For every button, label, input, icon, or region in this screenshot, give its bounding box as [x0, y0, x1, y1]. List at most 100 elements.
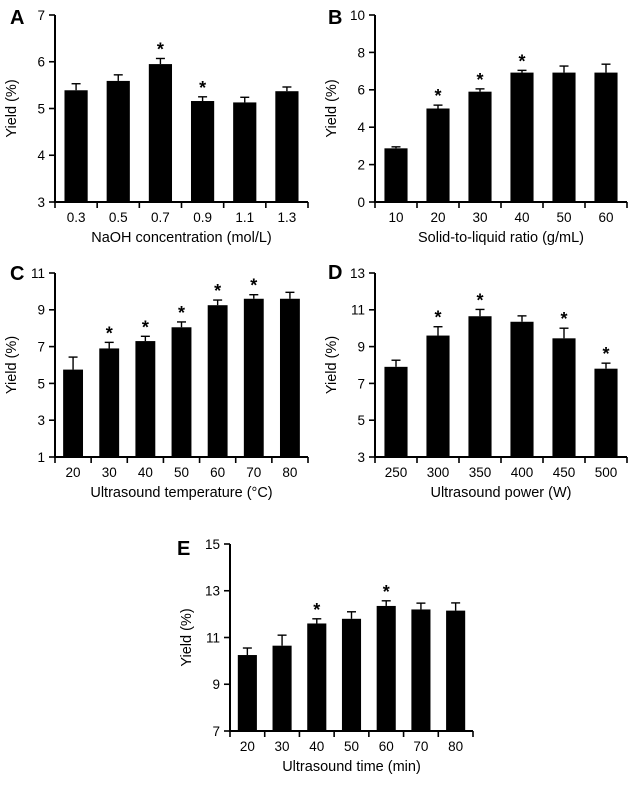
svg-text:NaOH concentration (mol/L): NaOH concentration (mol/L): [91, 230, 272, 246]
svg-text:1: 1: [37, 450, 45, 465]
svg-text:3: 3: [357, 450, 365, 465]
svg-text:9: 9: [37, 303, 45, 318]
panel-E: E 7 9 11 13 15 20 30 40 * 50 60 * 70 80 Ultrasound tim…: [175, 522, 485, 796]
svg-text:Ultrasound time (min): Ultrasound time (min): [282, 759, 421, 775]
svg-text:15: 15: [205, 537, 220, 552]
svg-text:60: 60: [598, 210, 613, 225]
svg-text:20: 20: [240, 739, 255, 754]
panel-letter-A: A: [10, 7, 25, 29]
svg-text:*: *: [142, 317, 149, 337]
bar-chart-solid-to-liquid-ratio: 0 2 4 6 8 10 10 20 * 30 * 40 * 50 60 Solid-to-liquid ra…: [324, 8, 628, 246]
svg-text:0: 0: [357, 195, 365, 210]
svg-text:Yield (%): Yield (%): [179, 608, 195, 666]
panel-A: A 3 4 5 6 7 0.3 0.5 0.7 * 0.9 * 1.1 1.3 NaOH concentr…: [0, 0, 320, 250]
svg-text:*: *: [476, 70, 483, 90]
svg-text:0.3: 0.3: [67, 210, 86, 225]
svg-text:3: 3: [37, 413, 45, 428]
svg-text:20: 20: [430, 210, 445, 225]
svg-text:400: 400: [511, 465, 534, 480]
svg-text:60: 60: [379, 739, 394, 754]
svg-text:2: 2: [357, 157, 365, 172]
svg-text:1.1: 1.1: [235, 210, 254, 225]
svg-text:*: *: [434, 308, 441, 328]
svg-text:9: 9: [212, 677, 220, 692]
svg-text:*: *: [518, 51, 525, 71]
panel-B: B 0 2 4 6 8 10 10 20 * 30 * 40 * 50 60 Solid-to-liquid …: [320, 0, 639, 250]
panel-C: C 1 3 5 7 9 11 20 30 * 40 * 50 * 60 * 70 * 80 Ultrasound t…: [0, 250, 320, 522]
panel-letter-C: C: [10, 263, 25, 285]
svg-text:6: 6: [357, 83, 365, 98]
svg-text:Solid-to-liquid ratio (g/mL): Solid-to-liquid ratio (g/mL): [418, 230, 584, 246]
svg-text:250: 250: [385, 465, 408, 480]
svg-text:70: 70: [246, 465, 261, 480]
svg-text:40: 40: [309, 739, 324, 754]
panel-letter-B: B: [328, 7, 343, 29]
svg-text:Yield (%): Yield (%): [324, 336, 340, 394]
panel-letter-E: E: [177, 538, 191, 560]
svg-text:*: *: [199, 78, 206, 98]
bar-chart-ultrasound-time: 7 9 11 13 15 20 30 40 * 50 60 * 70 80 Ultrasound time …: [179, 537, 474, 775]
svg-text:7: 7: [357, 376, 365, 391]
svg-text:Ultrasound power (W): Ultrasound power (W): [430, 485, 571, 501]
svg-text:*: *: [157, 39, 164, 59]
svg-text:Yield (%): Yield (%): [4, 79, 20, 137]
svg-text:*: *: [313, 600, 320, 620]
svg-text:3: 3: [37, 195, 45, 210]
svg-text:*: *: [178, 303, 185, 323]
svg-text:Yield (%): Yield (%): [4, 336, 20, 394]
svg-text:70: 70: [413, 739, 428, 754]
svg-text:5: 5: [357, 413, 365, 428]
svg-text:13: 13: [205, 584, 220, 599]
svg-text:80: 80: [448, 739, 463, 754]
svg-text:7: 7: [212, 724, 220, 739]
svg-text:40: 40: [514, 210, 529, 225]
svg-text:11: 11: [206, 630, 220, 645]
svg-text:7: 7: [37, 339, 45, 354]
svg-text:*: *: [602, 344, 609, 364]
svg-text:300: 300: [427, 465, 450, 480]
svg-text:13: 13: [350, 266, 365, 281]
svg-text:*: *: [383, 582, 390, 602]
panel-letter-D: D: [328, 262, 343, 284]
svg-text:*: *: [214, 281, 221, 301]
svg-text:0.5: 0.5: [109, 210, 128, 225]
svg-text:4: 4: [357, 120, 365, 135]
svg-text:30: 30: [275, 739, 290, 754]
svg-text:1.3: 1.3: [278, 210, 297, 225]
bar-chart-ultrasound-temperature: 1 3 5 7 9 11 20 30 * 40 * 50 * 60 * 70 * 80 Ultrasound tem…: [4, 266, 309, 501]
svg-text:Yield (%): Yield (%): [324, 79, 340, 137]
svg-text:30: 30: [472, 210, 487, 225]
svg-text:5: 5: [37, 101, 45, 116]
svg-text:Ultrasound temperature (°C): Ultrasound temperature (°C): [90, 485, 272, 501]
svg-text:80: 80: [282, 465, 297, 480]
svg-text:60: 60: [210, 465, 225, 480]
svg-text:*: *: [560, 309, 567, 329]
svg-text:9: 9: [357, 339, 365, 354]
svg-text:40: 40: [138, 465, 153, 480]
svg-text:11: 11: [31, 266, 45, 281]
panel-D: D 3 5 7 9 11 13 250 300 * 350 * 400 450 * 500 * Ultrasou…: [320, 250, 639, 522]
svg-text:8: 8: [357, 45, 365, 60]
svg-text:10: 10: [350, 8, 365, 23]
svg-text:450: 450: [553, 465, 576, 480]
svg-text:10: 10: [388, 210, 403, 225]
svg-text:20: 20: [66, 465, 81, 480]
bar-chart-naoh-concentration: 3 4 5 6 7 0.3 0.5 0.7 * 0.9 * 1.1 1.3 NaOH concentrat…: [4, 8, 309, 246]
svg-text:0.7: 0.7: [151, 210, 170, 225]
svg-text:*: *: [434, 86, 441, 106]
svg-text:11: 11: [351, 303, 365, 318]
svg-text:0.9: 0.9: [193, 210, 212, 225]
svg-text:30: 30: [102, 465, 117, 480]
svg-text:4: 4: [37, 148, 45, 163]
svg-text:350: 350: [469, 465, 492, 480]
svg-text:*: *: [250, 276, 257, 296]
svg-text:*: *: [476, 290, 483, 310]
svg-text:5: 5: [37, 376, 45, 391]
svg-text:7: 7: [37, 8, 45, 23]
svg-text:50: 50: [344, 739, 359, 754]
svg-text:500: 500: [595, 465, 618, 480]
bar-chart-ultrasound-power: 3 5 7 9 11 13 250 300 * 350 * 400 450 * 500 * Ultrasound…: [324, 266, 628, 501]
svg-text:*: *: [106, 323, 113, 343]
svg-text:50: 50: [556, 210, 571, 225]
